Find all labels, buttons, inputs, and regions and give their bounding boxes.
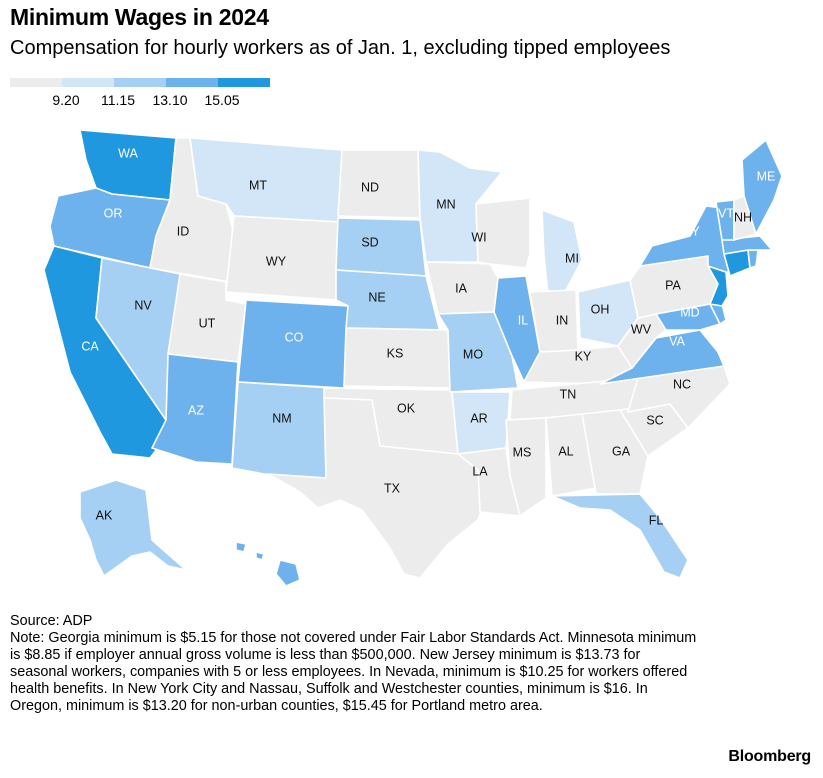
state-label-vt: VT [718,206,734,220]
state-label-or: OR [104,206,123,220]
state-fl [551,493,689,579]
state-label-ut: UT [199,316,216,330]
color-legend: 9.20 11.15 13.10 15.05 [10,78,272,112]
state-label-ga: GA [612,444,631,458]
state-label-wv: WV [631,322,652,336]
state-label-mt: MT [249,178,267,192]
state-label-ia: IA [455,281,467,295]
state-label-ky: KY [575,349,592,363]
state-label-mo: MO [463,347,483,361]
legend-break-label: 9.20 [52,92,80,108]
legend-swatch-0 [10,78,62,87]
state-ga [581,409,649,495]
state-nm [231,381,331,479]
bloomberg-logo: Bloomberg [728,748,811,765]
legend-swatch-2 [114,78,166,87]
state-label-sd: SD [361,235,378,249]
state-label-az: AZ [188,403,204,417]
state-label-id: ID [177,224,190,238]
state-label-wy: WY [266,254,287,268]
state-sd [335,217,427,277]
state-label-ar: AR [470,411,487,425]
state-hi [235,541,301,587]
state-label-ks: KS [387,346,404,360]
state-label-wa: WA [118,146,138,160]
footer-notes: Source: ADP Note: Georgia minimum is $5.… [10,613,700,715]
state-wi [475,197,531,269]
state-label-md: MD [680,305,699,319]
state-label-pa: PA [665,278,681,292]
state-me [741,139,783,235]
state-label-tn: TN [560,387,577,401]
state-label-il: IL [518,313,528,327]
state-tx [267,397,489,579]
state-label-ny: NY [682,224,700,238]
state-label-me: ME [757,169,776,183]
state-label-ca: CA [81,339,99,353]
state-ak [79,479,187,577]
state-ri [747,249,759,269]
legend-break-label: 11.15 [101,92,135,108]
state-label-sc: SC [646,413,663,427]
state-label-ms: MS [513,445,532,459]
state-label-in: IN [556,313,569,327]
state-label-va: VA [669,334,685,348]
state-label-mi: MI [565,251,579,265]
state-label-mn: MN [436,197,455,211]
state-label-nd: ND [361,180,379,194]
state-label-al: AL [558,444,573,458]
legend-break-label: 13.10 [152,92,188,108]
chart-subtitle: Compensation for hourly workers as of Ja… [10,37,671,59]
state-label-la: LA [472,464,488,478]
state-label-nc: NC [673,377,691,391]
state-label-ok: OK [397,401,416,415]
state-label-nh: NH [734,210,752,224]
state-ms [505,417,547,517]
state-az [151,353,239,465]
state-ne [335,269,441,333]
state-label-fl: FL [649,513,664,527]
source-text: Source: ADP [10,613,93,629]
state-label-nm: NM [272,411,291,425]
legend-swatch-3 [166,78,218,87]
state-label-tx: TX [384,481,401,495]
us-map: WA OR CA ID NV UT AZ MT WY CO NM ND SD NE KS OK TX MN IA MO… [0,118,823,598]
note-text: Note: Georgia minimum is $5.15 for those… [10,630,697,714]
us-map-svg: WA OR CA ID NV UT AZ MT WY CO NM ND SD NE KS OK TX MN IA MO… [43,129,783,587]
legend-swatch-4 [218,78,270,87]
chart-title: Minimum Wages in 2024 [10,4,269,30]
state-label-ak: AK [96,508,113,522]
state-label-oh: OH [591,302,610,316]
state-label-wi: WI [471,230,486,244]
legend-swatch-1 [62,78,114,87]
legend-break-label: 15.05 [204,92,240,108]
state-label-ne: NE [368,290,385,304]
state-label-nv: NV [134,298,152,312]
state-label-co: CO [285,330,304,344]
